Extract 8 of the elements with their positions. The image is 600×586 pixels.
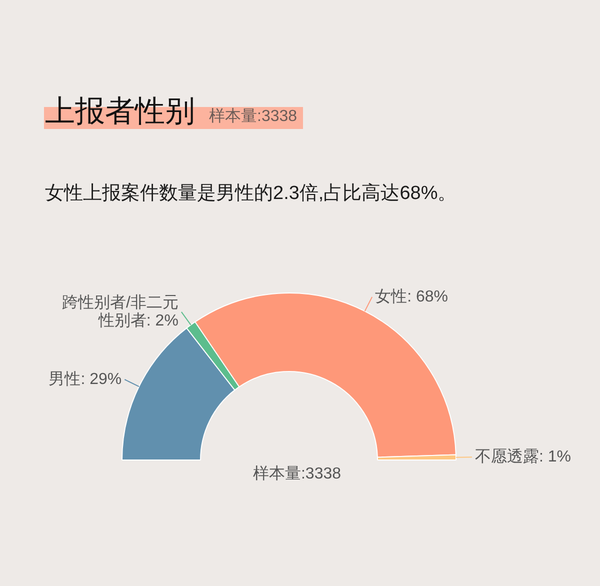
- chart-subtitle: 女性上报案件数量是男性的2.3倍,占比高达68%。: [45, 182, 457, 206]
- slice-label: 男性: 29%: [48, 370, 122, 388]
- text: 样本量:3338: [209, 106, 298, 127]
- chart-title: 上报者性别: [45, 94, 195, 130]
- slice-label: 跨性别者/非二元性别者: 2%: [62, 293, 178, 330]
- slice-label: 女性: 68%: [375, 288, 448, 306]
- slice-label: 不愿透露: 1%: [474, 448, 571, 466]
- text: 样本量:3338: [252, 464, 342, 482]
